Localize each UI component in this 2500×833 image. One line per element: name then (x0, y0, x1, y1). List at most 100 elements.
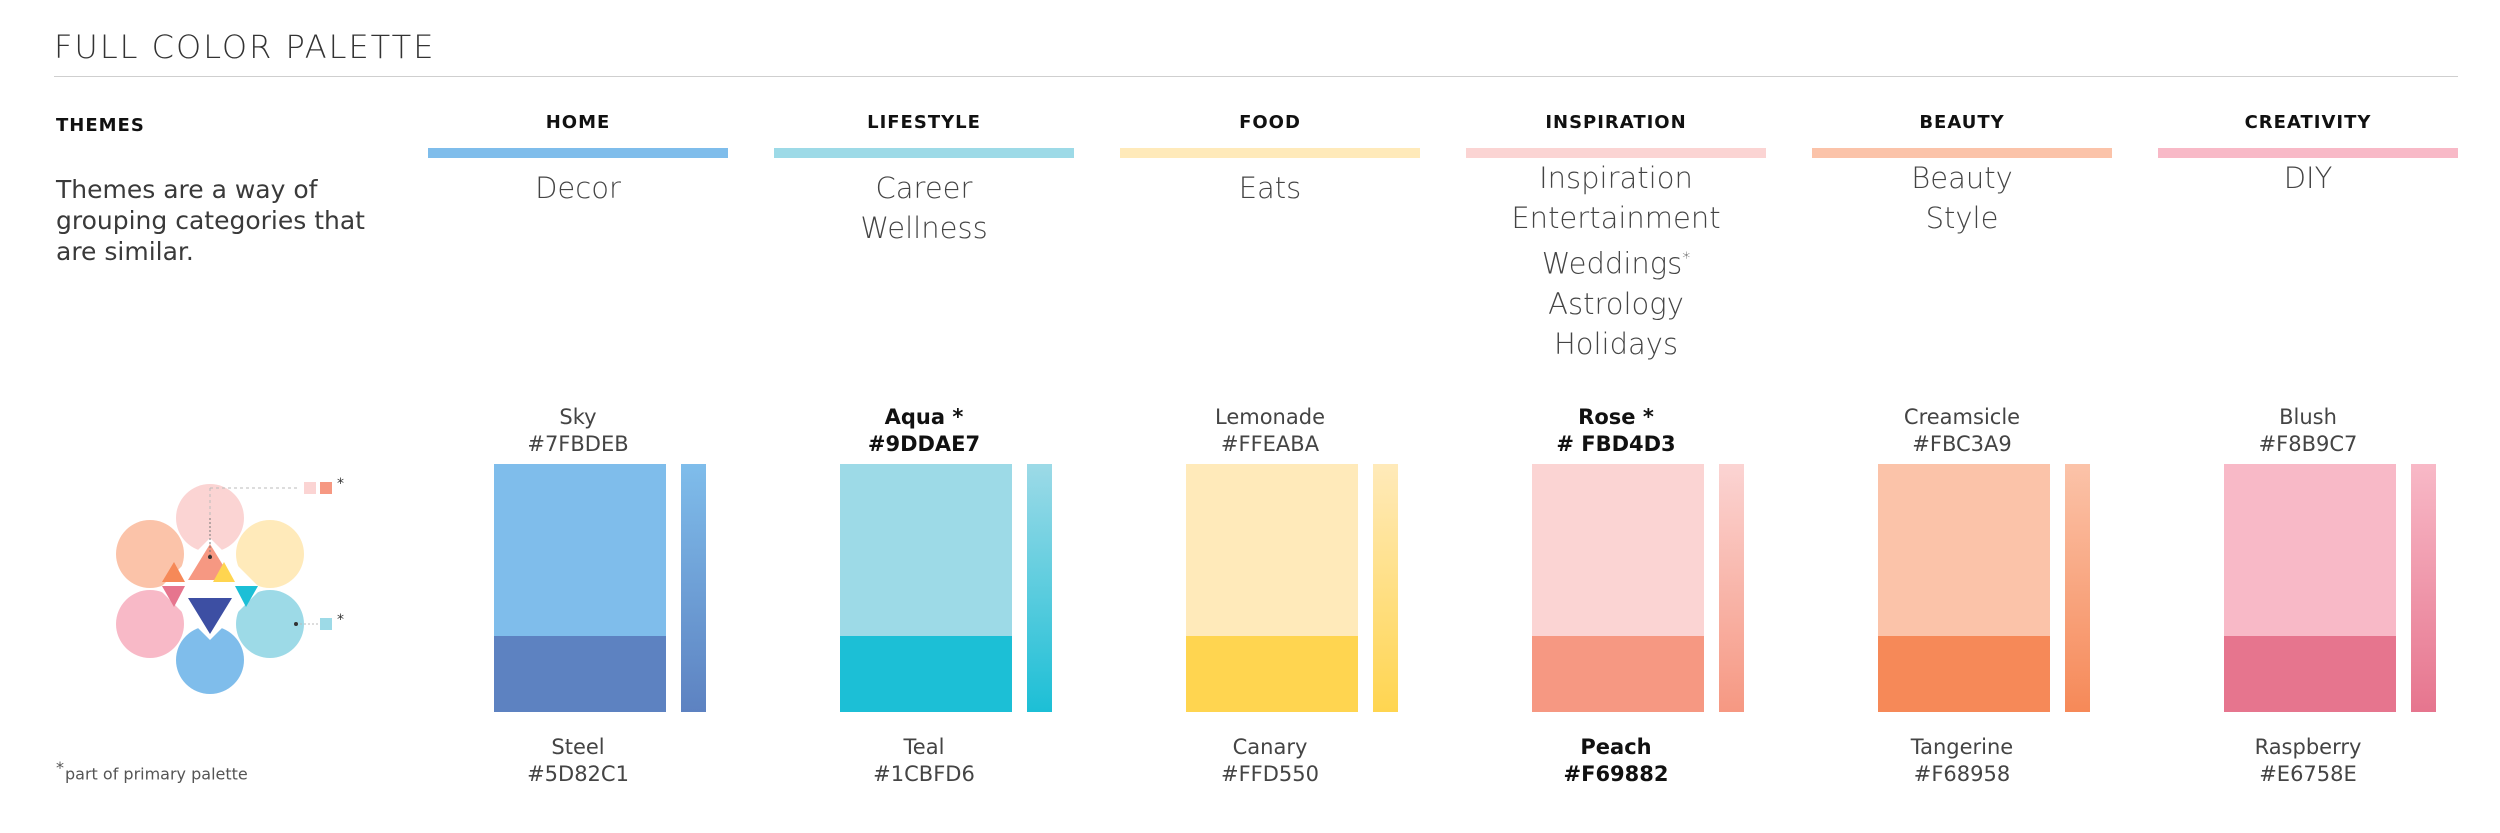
category-item: Inspiration (1539, 161, 1693, 195)
color-wheel-icon: * * (90, 452, 370, 716)
primary-swatch (1532, 464, 1704, 636)
secondary-color-name: Canary (1232, 735, 1308, 759)
theme-column-food: FOOD Eats Lemonade #FFEABA Canary #FFD55… (1120, 0, 1420, 833)
secondary-color-name: Teal (903, 735, 945, 759)
footnote: *part of primary palette (56, 758, 248, 783)
primary-color-hex: # FBD4D3 (1556, 432, 1676, 456)
gradient-strip (681, 464, 706, 712)
primary-color-label: Blush #F8B9C7 (2158, 404, 2458, 458)
primary-swatch (840, 464, 1012, 636)
category-list: Inspiration Entertainment Weddings* Astrolo… (1466, 158, 1766, 364)
category-item: Astrology (1548, 286, 1684, 321)
secondary-color-hex: #E6758E (2259, 762, 2357, 786)
theme-color-bar (1466, 148, 1766, 158)
primary-color-label: Sky #7FBDEB (428, 404, 728, 458)
page-title: FULL COLOR PALETTE (54, 28, 436, 66)
secondary-color-hex: #5D82C1 (527, 762, 629, 786)
theme-header: LIFESTYLE (867, 112, 981, 133)
theme-header: BEAUTY (1919, 112, 2005, 133)
themes-description: Themes are a way of grouping categories … (56, 175, 365, 266)
primary-swatch (1186, 464, 1358, 636)
primary-color-label: Rose * # FBD4D3 (1466, 404, 1766, 458)
theme-color-bar (1120, 148, 1420, 158)
secondary-color-label: Raspberry #E6758E (2158, 734, 2458, 788)
theme-color-bar (1812, 148, 2112, 158)
themes-label: THEMES (56, 115, 145, 136)
category-item: Style (1925, 201, 1999, 235)
footnote-text: part of primary palette (65, 764, 248, 784)
theme-color-bar (774, 148, 1074, 158)
primary-color-label: Lemonade #FFEABA (1120, 404, 1420, 458)
category-item: Holidays (1553, 326, 1679, 361)
secondary-swatch (1186, 636, 1358, 712)
secondary-color-hex: #F69882 (1563, 762, 1669, 786)
primary-color-name: Creamsicle (1903, 405, 2021, 429)
theme-column-creativity: CREATIVITY DIY Blush #F8B9C7 Raspberry #… (2158, 0, 2458, 833)
gradient-strip (2065, 464, 2090, 712)
gradient-strip (1373, 464, 1398, 712)
primary-swatch (2224, 464, 2396, 636)
marker-star: * (337, 476, 344, 492)
primary-color-hex: #F8B9C7 (2258, 432, 2358, 456)
secondary-swatch (494, 636, 666, 712)
secondary-swatch (1532, 636, 1704, 712)
category-item: Career (875, 171, 973, 205)
theme-header: FOOD (1239, 112, 1301, 133)
primary-color-name: Blush (2279, 405, 2337, 429)
primary-color-name: Sky (559, 405, 597, 429)
secondary-swatch (2224, 636, 2396, 712)
primary-swatch (494, 464, 666, 636)
secondary-color-hex: #F68958 (1913, 762, 2011, 786)
primary-color-name: Lemonade (1215, 405, 1325, 429)
secondary-color-label: Canary #FFD550 (1120, 734, 1420, 788)
category-list: DIY (2158, 158, 2458, 198)
primary-color-name: Aqua * (884, 405, 964, 429)
theme-header: INSPIRATION (1545, 112, 1687, 133)
primary-swatch (1878, 464, 2050, 636)
theme-header: CREATIVITY (2244, 112, 2372, 133)
category-item: Beauty (1911, 161, 2013, 195)
category-item: Eats (1238, 171, 1302, 205)
category-star: * (1682, 248, 1691, 267)
primary-color-hex: #FFEABA (1220, 432, 1320, 456)
primary-color-hex: #9DDAE7 (867, 432, 981, 456)
theme-column-lifestyle: LIFESTYLE Career Wellness Aqua * #9DDAE7 … (774, 0, 1074, 833)
secondary-color-name: Tangerine (1910, 735, 2014, 759)
secondary-color-label: Steel #5D82C1 (428, 734, 728, 788)
category-list: Eats (1120, 168, 1420, 208)
secondary-color-name: Steel (551, 735, 605, 759)
secondary-color-hex: #FFD550 (1220, 762, 1319, 786)
primary-color-label: Creamsicle #FBC3A9 (1812, 404, 2112, 458)
primary-color-hex: #7FBDEB (527, 432, 629, 456)
primary-color-hex: #FBC3A9 (1912, 432, 2012, 456)
category-item: DIY (2283, 161, 2333, 195)
theme-header: HOME (545, 112, 611, 133)
theme-color-bar (428, 148, 728, 158)
secondary-color-label: Peach #F69882 (1466, 734, 1766, 788)
theme-column-home: HOME Decor Sky #7FBDEB Steel #5D82C1 (428, 0, 728, 833)
secondary-color-label: Tangerine #F68958 (1812, 734, 2112, 788)
category-item: Wellness (860, 211, 988, 245)
category-list: Career Wellness (774, 168, 1074, 248)
theme-column-inspiration: INSPIRATION Inspiration Entertainment Wedd… (1466, 0, 1766, 833)
secondary-swatch (840, 636, 1012, 712)
secondary-color-label: Teal #1CBFD6 (774, 734, 1074, 788)
primary-color-name: Rose * (1578, 405, 1654, 429)
secondary-color-name: Peach (1580, 735, 1652, 759)
secondary-swatch (1878, 636, 2050, 712)
theme-column-beauty: BEAUTY Beauty Style Creamsicle #FBC3A9 Ta… (1812, 0, 2112, 833)
category-list: Decor (428, 168, 728, 208)
secondary-color-name: Raspberry (2254, 735, 2362, 759)
gradient-strip (1719, 464, 1744, 712)
marker-star: * (337, 612, 344, 628)
category-item: Decor (535, 171, 621, 205)
footnote-star: * (56, 758, 64, 777)
theme-color-bar (2158, 148, 2458, 158)
category-list: Beauty Style (1812, 158, 2112, 238)
title-divider (54, 76, 2458, 77)
gradient-strip (2411, 464, 2436, 712)
gradient-strip (1027, 464, 1052, 712)
category-item: Weddings* (1541, 246, 1691, 281)
category-item: Entertainment (1511, 201, 1721, 235)
secondary-color-hex: #1CBFD6 (873, 762, 975, 786)
